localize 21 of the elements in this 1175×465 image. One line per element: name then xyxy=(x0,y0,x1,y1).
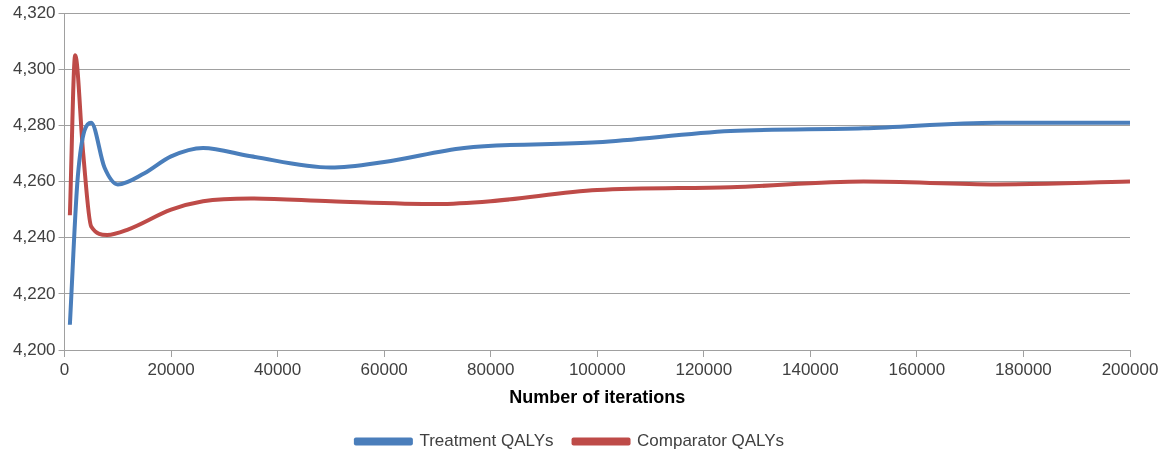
x-tick-label: 200000 xyxy=(1101,359,1159,379)
y-tick-label: 4,280 xyxy=(12,115,56,135)
x-tick-label: 160000 xyxy=(888,359,946,379)
x-tick-label: 120000 xyxy=(675,359,733,379)
y-tick-label: 4,200 xyxy=(12,339,56,359)
x-tick-label: 180000 xyxy=(995,359,1052,379)
y-tick-label: 4,260 xyxy=(12,171,56,191)
x-tick-label: 80000 xyxy=(467,359,515,379)
x-tick-label: 40000 xyxy=(253,359,302,379)
x-tick-label: 100000 xyxy=(568,359,626,379)
x-tick-label: 0 xyxy=(59,359,70,379)
legend-label: Treatment QALYs xyxy=(419,431,554,451)
y-tick-label: 4,220 xyxy=(12,283,56,303)
x-tick-label: 20000 xyxy=(147,359,195,379)
x-axis-title: Number of iterations xyxy=(509,387,686,408)
x-tick-label: 60000 xyxy=(360,359,408,379)
legend-label: Comparator QALYs xyxy=(637,431,785,451)
x-tick-label: 140000 xyxy=(782,359,839,379)
y-tick-label: 4,240 xyxy=(12,227,56,247)
y-tick-label: 4,300 xyxy=(12,59,56,79)
y-tick-label: 4,320 xyxy=(12,2,56,22)
